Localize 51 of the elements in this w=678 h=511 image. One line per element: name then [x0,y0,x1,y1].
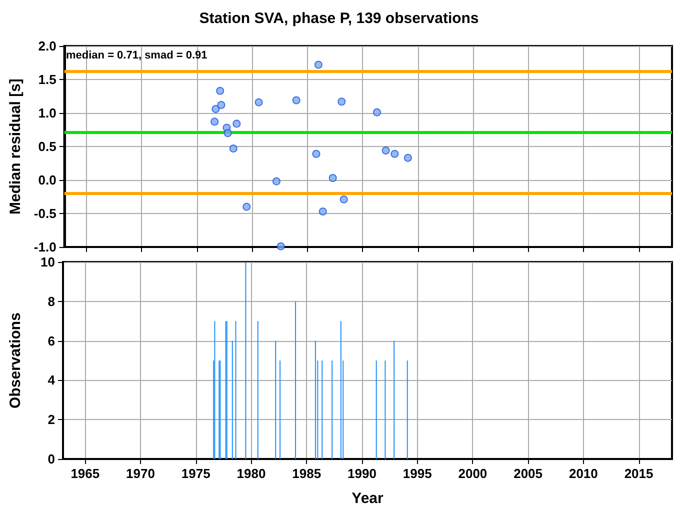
y-tick-label: 10 [40,254,55,270]
annotation: median = 0.71, smad = 0.91 [66,50,208,62]
x-tick-label: 2005 [514,466,543,481]
point [338,98,346,106]
y-tick-label: 8 [48,294,55,309]
x-tick-label: 1970 [126,466,155,481]
point [242,202,251,211]
x-tick-label: 2010 [568,466,598,481]
y-tick-label: 4 [48,372,56,388]
point [312,150,320,158]
x-tick-label: 2015 [624,466,654,481]
y-tick-label: 0.0 [38,172,56,188]
x-tick-label: 1990 [348,466,376,481]
y-tick-label: 6 [48,333,55,348]
point [216,86,224,95]
point [229,144,238,153]
y-tick-label: 2 [48,412,55,428]
point [210,118,219,126]
point [232,120,241,128]
point [390,150,399,158]
x-tick-label: 1995 [402,466,432,481]
point [217,100,226,109]
y-tick-label: -0.5 [34,206,56,221]
y-tick-label: 0 [48,452,55,466]
point [328,174,337,182]
x-tick-label: 1975 [181,466,210,481]
x-tick-label: 1965 [70,466,100,481]
y-axis-title: Observations [7,312,24,408]
y-tick-label: -1.0 [34,240,56,254]
y-tick-label: 1.5 [38,72,56,87]
point [382,146,390,155]
point [272,177,280,186]
point [314,60,322,69]
y-tick-label: 2.0 [38,38,56,54]
point [292,96,300,104]
point [372,108,381,116]
point [340,195,348,204]
x-tick-label: 1985 [292,466,322,481]
x-axis-title: Year [352,490,384,507]
y-tick-label: 1.0 [38,106,56,120]
chart-title: Station SVA, phase P, 139 observations [199,10,479,27]
point [224,129,232,138]
point [276,242,285,250]
point [404,154,412,162]
x-tick-label: 1980 [236,466,266,481]
point [254,98,263,106]
y-axis-title: Median residual [s] [7,78,24,214]
point [318,207,327,216]
point [212,104,220,113]
y-tick-label: 0.5 [38,139,56,154]
x-tick-label: 2000 [458,466,488,481]
